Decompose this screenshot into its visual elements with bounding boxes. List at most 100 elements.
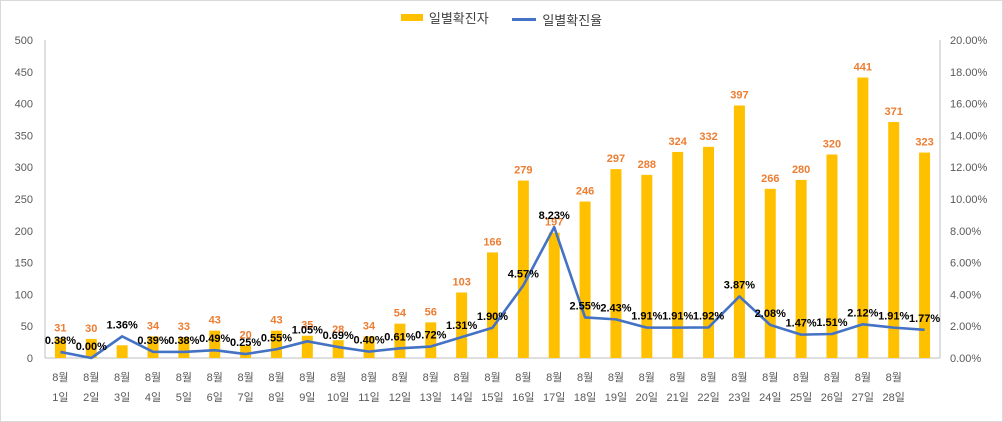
bar-data-label: 35 [301, 320, 313, 332]
bar-data-label: 246 [576, 186, 594, 198]
bar [733, 105, 745, 359]
bar-data-label: 54 [394, 308, 407, 320]
y-left-tick-label: 100 [15, 289, 33, 301]
x-tick-label-month: 8월 [670, 371, 686, 384]
y-left-tick-label: 50 [21, 321, 33, 333]
bar-data-label: 34 [147, 320, 160, 332]
line-data-label: 0.38% [168, 335, 199, 347]
bar-data-label: 320 [823, 138, 841, 150]
x-tick-label-month: 8월 [793, 371, 809, 384]
y-left-tick-label: 400 [15, 99, 33, 111]
bar [116, 345, 128, 358]
bar [579, 201, 591, 358]
bar [857, 77, 869, 359]
x-tick-label-month: 8월 [824, 371, 840, 384]
x-tick-label-month: 8월 [700, 371, 716, 384]
y-right-tick-label: 18.00% [950, 67, 988, 79]
bar [703, 146, 715, 358]
legend-swatch-bar [400, 14, 423, 21]
y-left-tick-label: 150 [15, 258, 33, 270]
line-data-label: 1.91% [631, 311, 662, 323]
x-tick-label-day: 26일 [821, 390, 843, 404]
x-tick-label-day: 3일 [114, 390, 130, 404]
x-tick-label-day: 8일 [268, 390, 284, 404]
y-left-tick-label: 300 [15, 162, 33, 174]
bar-data-label: 56 [425, 306, 437, 318]
line-data-label: 2.55% [569, 300, 600, 312]
line-data-label: 0.72% [415, 330, 446, 342]
x-tick-label-day: 5일 [176, 390, 192, 404]
bar [641, 174, 653, 358]
x-tick-label-month: 8월 [207, 371, 223, 384]
x-tick-label-day: 27일 [852, 390, 874, 404]
bar-data-label: 33 [178, 321, 190, 333]
bar-data-label: 43 [270, 315, 282, 327]
bar-data-label: 30 [85, 323, 97, 335]
line-data-label: 0.69% [323, 330, 354, 342]
bar-data-label: 323 [915, 137, 933, 149]
bar [85, 338, 97, 358]
bar [178, 337, 190, 358]
line-data-label: 0.40% [353, 335, 384, 347]
x-tick-label-day: 20일 [636, 390, 658, 404]
x-tick-label-day: 6일 [207, 390, 223, 404]
y-left-tick-label: 350 [15, 130, 33, 142]
bar-data-label: 397 [730, 90, 748, 102]
x-tick-label-day: 10일 [327, 390, 349, 404]
line-data-label: 1.91% [878, 311, 909, 323]
x-tick-label-day: 14일 [450, 390, 472, 404]
bar-data-label: 166 [483, 236, 501, 248]
bar [548, 232, 560, 358]
line-data-label: 4.57% [508, 268, 539, 280]
line-data-label: 1.77% [909, 313, 940, 325]
line-data-label: 2.43% [600, 302, 631, 314]
line-data-label: 0.25% [230, 337, 261, 349]
bar [487, 252, 498, 358]
x-tick-label-month: 8월 [886, 371, 902, 384]
x-tick-label-month: 8월 [515, 371, 531, 384]
line-data-label: 2.12% [847, 307, 878, 319]
bar [54, 338, 66, 358]
bar [147, 336, 159, 358]
bar-data-label: 31 [54, 322, 66, 334]
x-tick-label-day: 15일 [481, 390, 503, 404]
legend-item-bar: 일별확진자 [400, 8, 489, 27]
legend-item-line: 일별확진율 [512, 10, 602, 29]
line-data-label: 1.05% [292, 324, 323, 336]
bar [332, 340, 344, 358]
y-right-tick-label: 16.00% [950, 99, 988, 111]
bar [240, 345, 252, 358]
x-tick-label-day: 21일 [666, 390, 688, 404]
x-tick-label-day: 11일 [358, 390, 380, 404]
y-right-tick-label: 12.00% [950, 162, 988, 174]
line-data-label: 0.39% [137, 335, 168, 347]
x-tick-label-month: 8월 [176, 371, 192, 384]
line-data-label: 0.49% [199, 333, 230, 345]
line-data-label: 8.23% [539, 210, 570, 222]
line-data-label: 1.36% [107, 319, 138, 331]
bar [456, 292, 468, 358]
bar [610, 169, 622, 358]
bar [826, 154, 838, 358]
bar-data-label: 103 [452, 276, 470, 288]
bar-data-label: 371 [885, 106, 903, 118]
bar [764, 188, 776, 358]
legend-swatch-line [512, 18, 537, 21]
y-left-tick-label: 500 [15, 35, 33, 47]
y-right-tick-label: 2.00% [950, 321, 981, 333]
x-tick-label-day: 1일 [52, 390, 68, 404]
x-tick-label-day: 19일 [605, 390, 627, 404]
x-tick-label-month: 8월 [237, 371, 253, 384]
x-tick-label-month: 8월 [484, 371, 500, 384]
bar [209, 330, 221, 358]
line-series-rate [60, 225, 925, 360]
x-tick-label-month: 8월 [52, 371, 68, 384]
y-right-tick-label: 14.00% [950, 130, 988, 142]
y-right-tick-label: 0.00% [950, 353, 981, 365]
line-data-label: 0.38% [45, 335, 76, 347]
line-data-label: 1.31% [446, 320, 477, 332]
line-data-label: 1.91% [662, 311, 693, 323]
line-data-label: 1.90% [477, 311, 508, 323]
bar-data-label: 332 [699, 131, 717, 143]
